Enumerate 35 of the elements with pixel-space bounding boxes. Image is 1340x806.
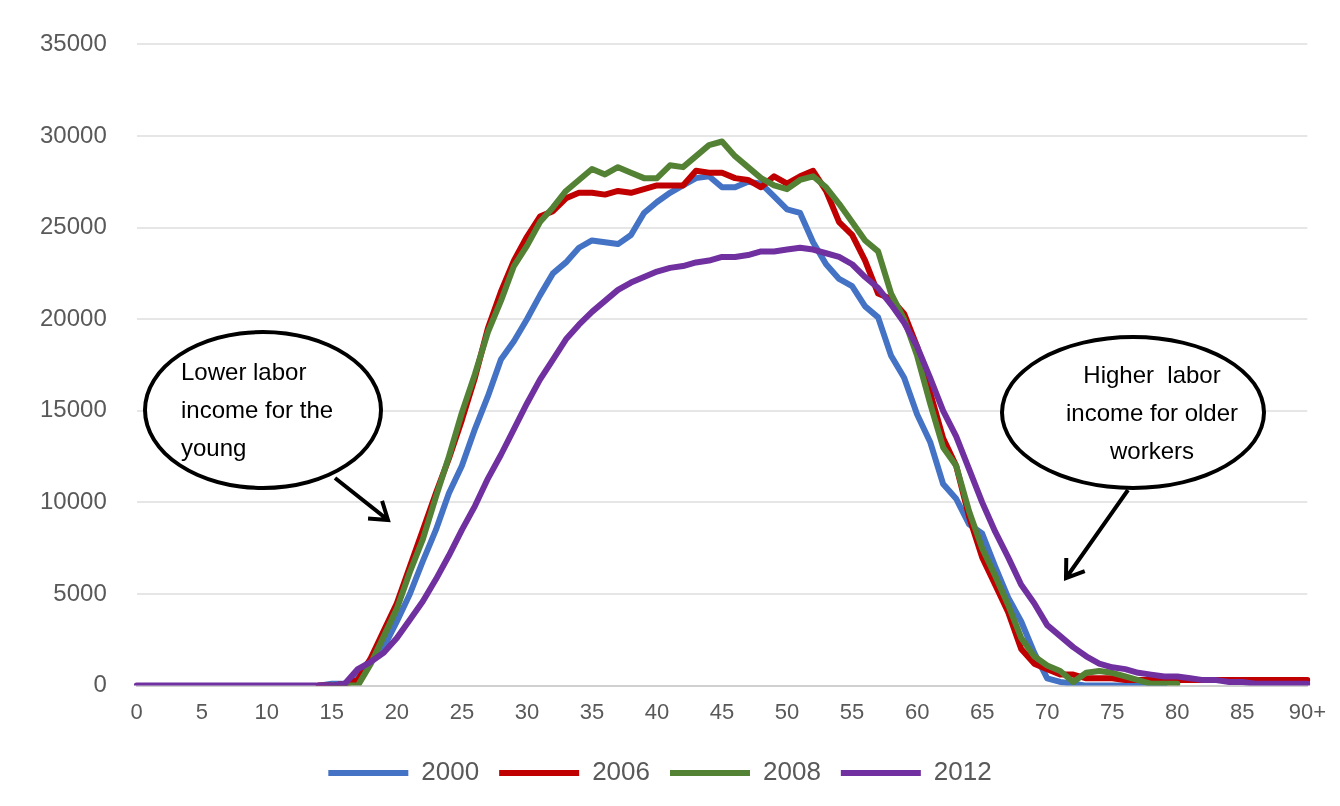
x-tick-label: 55: [839, 698, 865, 724]
y-tick-label: 20000: [39, 303, 107, 331]
legend-label: 2008: [763, 756, 821, 787]
x-tick-label: 75: [1100, 698, 1125, 724]
y-tick-label: 35000: [39, 29, 107, 57]
x-tick-label: 30: [514, 698, 540, 724]
speech-ellipse: Lower labor income for the young: [143, 330, 383, 490]
x-tick-label: 45: [709, 698, 735, 724]
y-tick-label: 10000: [39, 487, 107, 515]
legend-label: 2000: [421, 756, 480, 787]
y-tick-label: 5000: [53, 578, 107, 606]
annotation: Lower labor income for the young: [181, 357, 335, 463]
x-tick-label: 10: [254, 698, 280, 724]
x-tick-label: 0: [130, 698, 143, 724]
x-tick-label: 80: [1165, 698, 1190, 724]
y-tick-label: 0: [93, 670, 107, 698]
x-tick-label: 85: [1230, 698, 1255, 724]
x-tick-label: 90+: [1288, 698, 1326, 724]
x-tick-label: 50: [774, 698, 800, 724]
x-tick-label: 60: [904, 698, 930, 724]
y-tick-label: 30000: [39, 120, 107, 148]
x-tick-label: 35: [579, 698, 605, 724]
x-tick-label: 5: [195, 698, 208, 724]
x-tick-label: 40: [644, 698, 670, 724]
x-tick-label: 20: [384, 698, 410, 724]
speech-ellipse: Higher labor income for older workers: [1000, 335, 1266, 490]
legend-label: 2012: [933, 756, 992, 787]
x-tick-label: 65: [969, 698, 995, 724]
annotation: Higher labor income for older workers: [1064, 359, 1240, 466]
legend-label: 2006: [592, 756, 650, 787]
x-tick-label: 25: [449, 698, 475, 724]
y-tick-label: 25000: [39, 212, 107, 240]
y-tick-label: 15000: [39, 395, 107, 423]
x-tick-label: 70: [1034, 698, 1060, 724]
x-tick-label: 15: [319, 698, 345, 724]
